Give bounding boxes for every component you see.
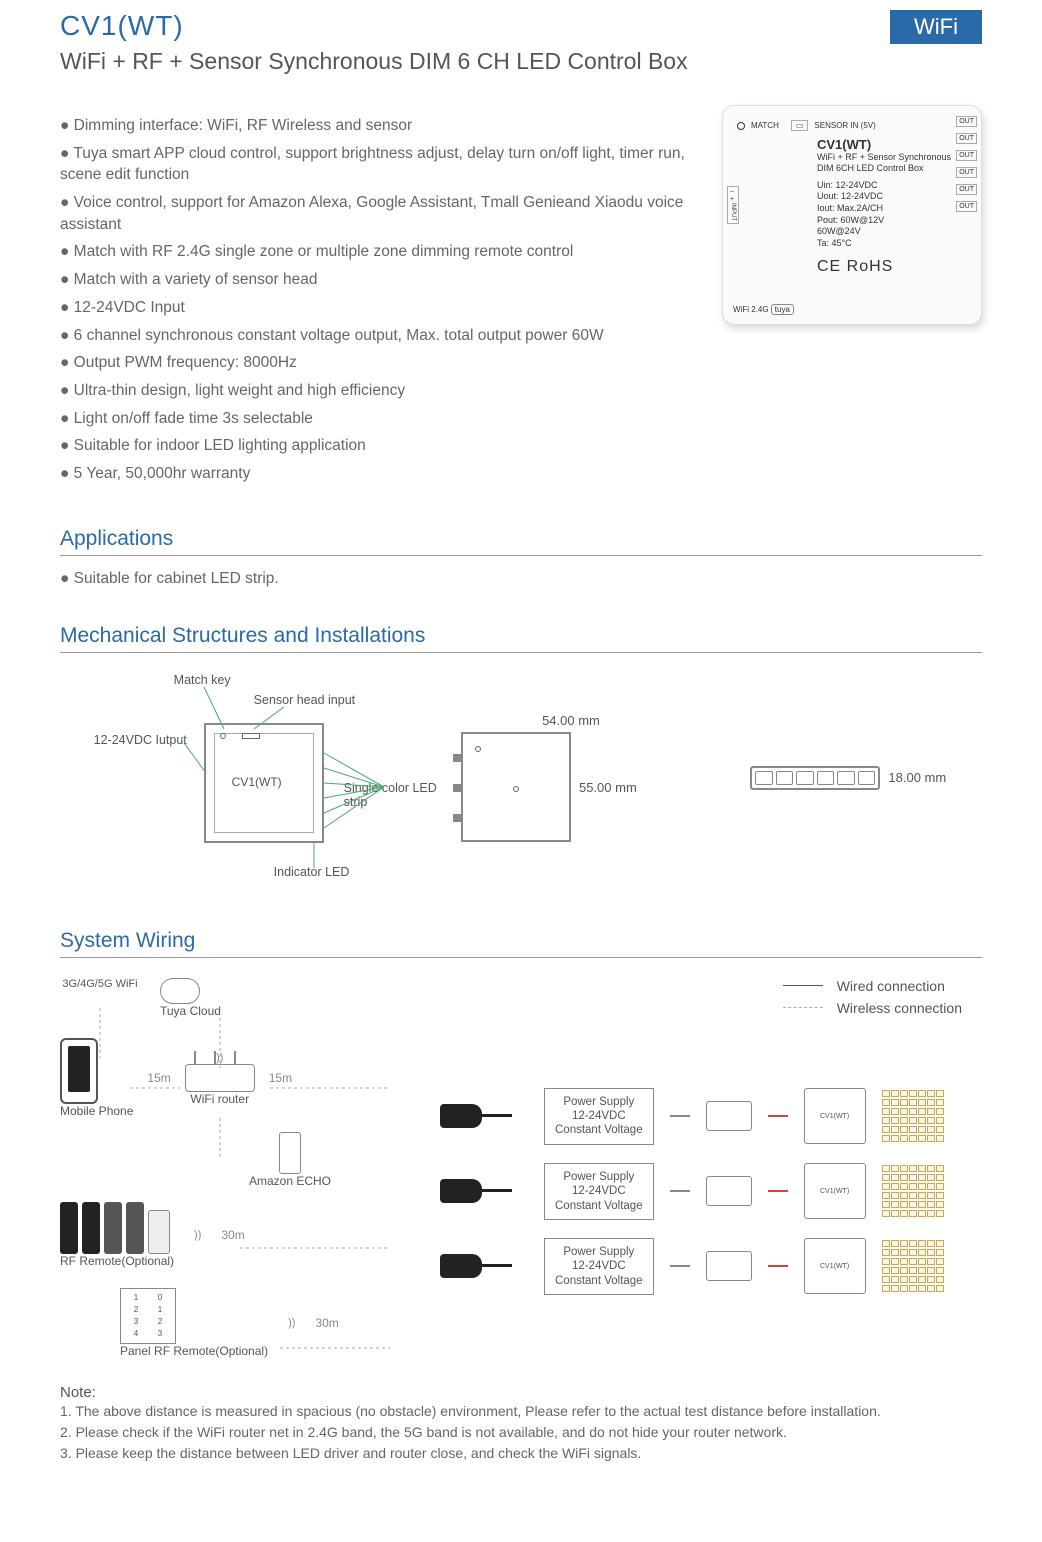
led-strips — [882, 1240, 944, 1292]
spec-line: Ta: 45°C — [817, 238, 967, 250]
sensor-label: SENSOR IN (5V) — [814, 121, 875, 130]
dim-width: 54.00 mm — [461, 713, 681, 728]
applications-text: Suitable for cabinet LED strip. — [60, 570, 982, 588]
dist-30m: 30m — [315, 1316, 338, 1330]
feature-item: Output PWM frequency: 8000Hz — [60, 352, 692, 374]
power-supply-box: Power Supply12-24VDCConstant Voltage — [544, 1238, 654, 1295]
legend-wireless: Wireless connection — [837, 1000, 962, 1016]
echo-icon — [279, 1132, 301, 1174]
rf-waves-icon: )) — [194, 1229, 201, 1241]
product-model: CV1(WT) — [817, 137, 967, 152]
feature-item: Match with a variety of sensor head — [60, 269, 692, 291]
feature-item: Tuya smart APP cloud control, support br… — [60, 143, 692, 186]
phone-label: Mobile Phone — [60, 1104, 133, 1118]
model-code: CV1(WT) — [60, 10, 184, 42]
controller-box: CV1(WT) — [804, 1088, 866, 1144]
power-supply-box: Power Supply12-24VDCConstant Voltage — [544, 1163, 654, 1220]
panel-remote-icon: 10213243 — [120, 1288, 176, 1344]
rf-waves-icon: )) — [288, 1317, 295, 1329]
note-item: 1. The above distance is measured in spa… — [60, 1401, 982, 1422]
power-supply-box: Power Supply12-24VDCConstant Voltage — [544, 1088, 654, 1145]
plug-icon — [440, 1104, 482, 1128]
wifi-tuya-label: WiFi 2.4G tuya — [733, 305, 794, 314]
led-strips — [882, 1090, 944, 1142]
spec-line: Iout: Max.2A/CH — [817, 203, 967, 215]
section-wiring: System Wiring — [60, 929, 982, 958]
feature-item: Dimming interface: WiFi, RF Wireless and… — [60, 115, 692, 137]
cloud-label: Tuya Cloud — [160, 1004, 221, 1018]
dist-30m: 30m — [221, 1228, 244, 1242]
subtitle: WiFi + RF + Sensor Synchronous DIM 6 CH … — [60, 48, 982, 75]
edge-view — [750, 766, 880, 790]
rf-remote-label: RF Remote(Optional) — [60, 1254, 174, 1268]
driver-icon — [706, 1251, 752, 1281]
section-applications: Applications — [60, 527, 982, 556]
cloud-icon — [160, 978, 200, 1004]
led-strips — [882, 1165, 944, 1217]
match-label: MATCH — [751, 121, 779, 130]
wifi-badge: WiFi — [890, 10, 982, 44]
legend-dash-icon — [783, 1007, 823, 1008]
power-chain: Power Supply12-24VDCConstant Voltage CV1… — [440, 1238, 982, 1295]
sensor-port: ▭ — [791, 120, 809, 131]
note-item: 2. Please check if the WiFi router net i… — [60, 1422, 982, 1443]
product-illustration: MATCH ▭ SENSOR IN (5V) CV1(WT) WiFi + RF… — [722, 105, 982, 325]
spec-line: 60W@24V — [817, 226, 967, 238]
panel-remote-label: Panel RF Remote(Optional) — [120, 1344, 268, 1358]
notes-list: 1. The above distance is measured in spa… — [60, 1401, 982, 1464]
router-icon — [185, 1064, 255, 1092]
legend-solid-icon — [783, 985, 823, 986]
feature-item: Match with RF 2.4G single zone or multip… — [60, 241, 692, 263]
spec-line: Uout: 12-24VDC — [817, 191, 967, 203]
feature-item: 5 Year, 50,000hr warranty — [60, 463, 692, 485]
spec-line: Uin: 12-24VDC — [817, 180, 967, 192]
wiring-diagram: Wired connection Wireless connection 3G/… — [60, 978, 982, 1358]
product-desc: WiFi + RF + Sensor Synchronous DIM 6CH L… — [817, 152, 967, 174]
section-mechanical: Mechanical Structures and Installations — [60, 624, 982, 653]
phone-icon — [60, 1038, 98, 1104]
feature-item: Light on/off fade time 3s selectable — [60, 408, 692, 430]
power-chain: Power Supply12-24VDCConstant Voltage CV1… — [440, 1163, 982, 1220]
legend: Wired connection Wireless connection — [783, 978, 962, 1022]
feature-list: Dimming interface: WiFi, RF Wireless and… — [60, 115, 692, 491]
spec-line: Pout: 60W@12V — [817, 215, 967, 227]
feature-item: Voice control, support for Amazon Alexa,… — [60, 192, 692, 235]
driver-icon — [706, 1101, 752, 1131]
dist-15m: 15m — [147, 1071, 170, 1085]
feature-item: 12-24VDC Input — [60, 297, 692, 319]
remotes-icon — [60, 1202, 174, 1254]
plug-icon — [440, 1179, 482, 1203]
feature-item: 6 channel synchronous constant voltage o… — [60, 325, 692, 347]
feature-item: Ultra-thin design, light weight and high… — [60, 380, 692, 402]
controller-box: CV1(WT) — [804, 1238, 866, 1294]
plug-icon — [440, 1254, 482, 1278]
dim-height: 55.00 mm — [579, 780, 637, 795]
legend-wired: Wired connection — [837, 978, 945, 994]
power-chain: Power Supply12-24VDCConstant Voltage CV1… — [440, 1088, 982, 1145]
net-label: 3G/4G/5G WiFi — [60, 978, 140, 990]
driver-icon — [706, 1176, 752, 1206]
output-ports: OUTOUT OUTOUT OUTOUT — [956, 116, 977, 212]
echo-label: Amazon ECHO — [180, 1174, 400, 1188]
note-head: Note: — [60, 1384, 982, 1401]
note-item: 3. Please keep the distance between LED … — [60, 1443, 982, 1464]
mechanical-diagrams: Match key Sensor head input 12-24VDC Iut… — [60, 673, 982, 893]
dot-icon — [737, 122, 745, 130]
router-label: WiFi router — [185, 1092, 255, 1106]
feature-item: Suitable for indoor LED lighting applica… — [60, 435, 692, 457]
certs: CE RoHS — [817, 258, 967, 276]
controller-box: CV1(WT) — [804, 1163, 866, 1219]
leader-lines — [94, 673, 394, 883]
wifi-waves-icon: )) — [216, 1052, 223, 1064]
dim-depth: 18.00 mm — [888, 770, 946, 785]
dist-15m: 15m — [269, 1071, 292, 1085]
input-port: −+ INPUT — [727, 186, 739, 224]
